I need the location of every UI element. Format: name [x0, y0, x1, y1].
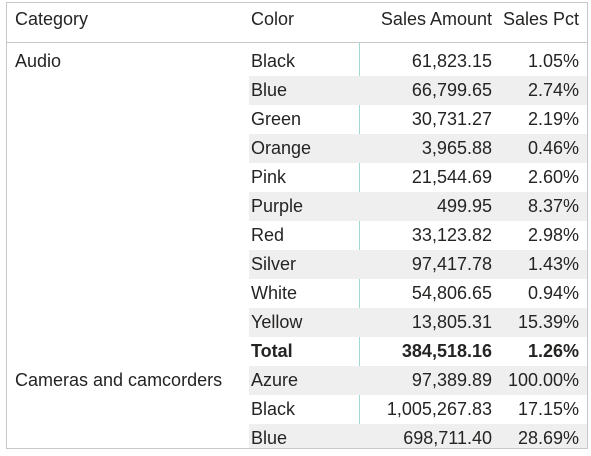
cell-sales-amount: 13,805.31 [411, 312, 492, 332]
cell-sales-amount: 21,544.69 [411, 167, 492, 187]
cell-sales-amount: 698,711.40 [403, 428, 492, 448]
cell-sales-pct: 28.69% [517, 428, 579, 448]
header-category[interactable]: Category [15, 9, 89, 29]
cell-color: Purple [251, 196, 304, 216]
cell-color: Total [251, 341, 293, 361]
row-band [249, 250, 587, 279]
cell-sales-amount: 384,518.16 [401, 341, 492, 361]
cell-sales-pct: 1.43% [527, 254, 579, 274]
table-row: White 54,806.65 0.94% [7, 279, 587, 308]
cell-sales-pct: 0.94% [527, 283, 579, 303]
cell-sales-amount: 33,123.82 [411, 225, 492, 245]
cell-sales-pct: 2.60% [527, 167, 579, 187]
cell-category: Cameras and camcorders [15, 370, 223, 390]
cell-sales-amount: 54,806.65 [411, 283, 492, 303]
table-row: Pink 21,544.69 2.60% [7, 163, 587, 192]
cell-category: Audio [15, 51, 62, 71]
total-row: Total 384,518.16 1.26% [7, 337, 587, 366]
table-row: Green 30,731.27 2.19% [7, 105, 587, 134]
table-header: Category Color Sales Amount Sales Pct [7, 3, 587, 43]
cell-sales-pct: 0.46% [527, 138, 579, 158]
cell-sales-pct: 15.39% [517, 312, 579, 332]
cell-sales-pct: 1.05% [527, 51, 579, 71]
table-row: Yellow 13,805.31 15.39% [7, 308, 587, 337]
table-row: Black 1,005,267.83 17.15% [7, 395, 587, 424]
sales-table: Category Color Sales Amount Sales Pct Au… [6, 2, 588, 449]
row-band [249, 366, 587, 395]
cell-sales-pct: 8.37% [527, 196, 579, 216]
cell-color: White [251, 283, 298, 303]
table-row: Purple 499.95 8.37% [7, 192, 587, 221]
cell-sales-amount: 499.95 [436, 196, 492, 216]
column-divider [359, 43, 360, 448]
cell-sales-pct: 1.26% [527, 341, 579, 361]
header-color[interactable]: Color [251, 9, 295, 29]
cell-color: Black [251, 51, 296, 71]
table-row: Orange 3,965.88 0.46% [7, 134, 587, 163]
header-sales-amount[interactable]: Sales Amount [380, 9, 492, 29]
table-row: Blue 698,711.40 28.69% [7, 424, 587, 448]
cell-sales-amount: 97,417.78 [411, 254, 492, 274]
cell-sales-pct: 2.98% [527, 225, 579, 245]
cell-sales-amount: 3,965.88 [421, 138, 492, 158]
header-sales-pct[interactable]: Sales Pct [502, 9, 579, 29]
cell-sales-pct: 17.15% [517, 399, 579, 419]
cell-sales-amount: 66,799.65 [411, 80, 492, 100]
table-row: Audio Black 61,823.15 1.05% [7, 47, 587, 76]
cell-sales-pct: 2.19% [527, 109, 579, 129]
row-band [249, 308, 587, 337]
cell-sales-amount: 1,005,267.83 [386, 399, 492, 419]
cell-color: Black [251, 399, 296, 419]
cell-color: Red [251, 225, 285, 245]
cell-sales-amount: 97,389.89 [411, 370, 492, 390]
table-row: Blue 66,799.65 2.74% [7, 76, 587, 105]
cell-color: Green [251, 109, 302, 129]
row-band [249, 424, 587, 448]
cell-color: Yellow [251, 312, 303, 332]
row-band [249, 134, 587, 163]
row-band [249, 76, 587, 105]
cell-color: Azure [251, 370, 299, 390]
cell-color: Silver [251, 254, 297, 274]
row-band [249, 192, 587, 221]
table-row: Red 33,123.82 2.98% [7, 221, 587, 250]
cell-color: Orange [251, 138, 312, 158]
table-row: Silver 97,417.78 1.43% [7, 250, 587, 279]
table-body: Audio Black 61,823.15 1.05% Blue 66,799.… [7, 43, 587, 448]
cell-sales-pct: 2.74% [527, 80, 579, 100]
table-row: Cameras and camcorders Azure 97,389.89 1… [7, 366, 587, 395]
cell-color: Blue [251, 80, 288, 100]
cell-sales-amount: 61,823.15 [411, 51, 492, 71]
cell-sales-pct: 100.00% [507, 370, 579, 390]
cell-color: Pink [251, 167, 287, 187]
cell-sales-amount: 30,731.27 [411, 109, 492, 129]
cell-color: Blue [251, 428, 288, 448]
